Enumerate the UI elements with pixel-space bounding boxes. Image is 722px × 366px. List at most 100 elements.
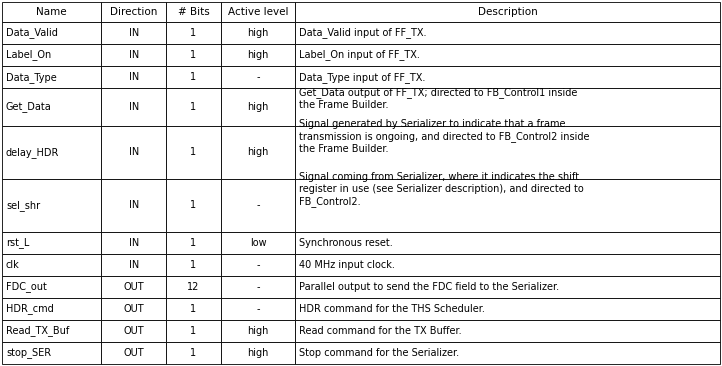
Text: high: high: [248, 102, 269, 112]
Text: OUT: OUT: [123, 348, 144, 358]
Bar: [102, 342, 166, 364]
Text: delay_HDR: delay_HDR: [6, 147, 59, 157]
Bar: [2, 342, 102, 364]
Text: Parallel output to send the FDC field to the Serializer.: Parallel output to send the FDC field to…: [300, 282, 560, 292]
Text: Label_On: Label_On: [6, 49, 51, 60]
Bar: [102, 22, 166, 44]
Text: 40 MHz input clock.: 40 MHz input clock.: [300, 259, 395, 270]
Bar: [2, 298, 102, 320]
Text: Name: Name: [36, 7, 67, 17]
Text: IN: IN: [129, 200, 139, 210]
Bar: [295, 22, 720, 44]
Bar: [221, 66, 295, 88]
Text: 1: 1: [191, 238, 196, 247]
Text: high: high: [248, 348, 269, 358]
Bar: [221, 88, 295, 126]
Bar: [295, 342, 720, 364]
Bar: [221, 254, 295, 276]
Text: Label_On input of FF_TX.: Label_On input of FF_TX.: [300, 49, 420, 60]
Text: -: -: [256, 282, 260, 292]
Bar: [166, 342, 221, 364]
Bar: [295, 126, 720, 179]
Bar: [166, 2, 221, 22]
Text: Data_Valid input of FF_TX.: Data_Valid input of FF_TX.: [300, 27, 427, 38]
Bar: [166, 88, 221, 126]
Bar: [166, 66, 221, 88]
Bar: [166, 126, 221, 179]
Text: Get_Data output of FF_TX; directed to FB_Control1 inside
the Frame Builder.: Get_Data output of FF_TX; directed to FB…: [300, 87, 578, 110]
Bar: [102, 2, 166, 22]
Bar: [166, 44, 221, 66]
Bar: [166, 232, 221, 254]
Text: clk: clk: [6, 259, 19, 270]
Bar: [102, 276, 166, 298]
Text: 1: 1: [191, 28, 196, 38]
Text: Direction: Direction: [110, 7, 157, 17]
Text: Signal generated by Serializer to indicate that a frame
transmission is ongoing,: Signal generated by Serializer to indica…: [300, 119, 590, 154]
Bar: [295, 88, 720, 126]
Text: high: high: [248, 28, 269, 38]
Text: Get_Data: Get_Data: [6, 101, 52, 112]
Bar: [166, 179, 221, 232]
Text: OUT: OUT: [123, 326, 144, 336]
Text: 1: 1: [191, 326, 196, 336]
Bar: [2, 320, 102, 342]
Text: HDR_cmd: HDR_cmd: [6, 303, 53, 314]
Bar: [295, 298, 720, 320]
Text: FDC_out: FDC_out: [6, 281, 47, 292]
Bar: [102, 179, 166, 232]
Bar: [2, 88, 102, 126]
Bar: [166, 320, 221, 342]
Text: OUT: OUT: [123, 282, 144, 292]
Bar: [102, 88, 166, 126]
Bar: [166, 254, 221, 276]
Bar: [221, 298, 295, 320]
Text: 1: 1: [191, 72, 196, 82]
Text: stop_SER: stop_SER: [6, 347, 51, 358]
Bar: [295, 276, 720, 298]
Bar: [295, 44, 720, 66]
Text: 1: 1: [191, 259, 196, 270]
Bar: [221, 2, 295, 22]
Text: OUT: OUT: [123, 304, 144, 314]
Bar: [221, 276, 295, 298]
Bar: [166, 22, 221, 44]
Bar: [221, 126, 295, 179]
Text: -: -: [256, 200, 260, 210]
Bar: [221, 342, 295, 364]
Bar: [102, 320, 166, 342]
Text: Data_Valid: Data_Valid: [6, 27, 58, 38]
Bar: [102, 44, 166, 66]
Text: # Bits: # Bits: [178, 7, 209, 17]
Text: Data_Type: Data_Type: [6, 72, 57, 82]
Text: Signal coming from Serializer, where it indicates the shift
register in use (see: Signal coming from Serializer, where it …: [300, 172, 584, 207]
Text: 1: 1: [191, 50, 196, 60]
Text: Synchronous reset.: Synchronous reset.: [300, 238, 393, 247]
Text: Read_TX_Buf: Read_TX_Buf: [6, 325, 69, 336]
Bar: [295, 66, 720, 88]
Text: -: -: [256, 72, 260, 82]
Text: 1: 1: [191, 348, 196, 358]
Text: 1: 1: [191, 147, 196, 157]
Bar: [102, 126, 166, 179]
Text: IN: IN: [129, 238, 139, 247]
Text: 1: 1: [191, 304, 196, 314]
Text: rst_L: rst_L: [6, 237, 30, 248]
Text: high: high: [248, 50, 269, 60]
Text: IN: IN: [129, 28, 139, 38]
Text: high: high: [248, 326, 269, 336]
Bar: [2, 179, 102, 232]
Bar: [2, 66, 102, 88]
Text: 12: 12: [187, 282, 199, 292]
Text: 1: 1: [191, 200, 196, 210]
Bar: [295, 320, 720, 342]
Bar: [102, 298, 166, 320]
Bar: [2, 232, 102, 254]
Text: Active level: Active level: [227, 7, 288, 17]
Text: IN: IN: [129, 72, 139, 82]
Text: IN: IN: [129, 259, 139, 270]
Text: high: high: [248, 147, 269, 157]
Bar: [2, 44, 102, 66]
Bar: [295, 254, 720, 276]
Text: Description: Description: [478, 7, 537, 17]
